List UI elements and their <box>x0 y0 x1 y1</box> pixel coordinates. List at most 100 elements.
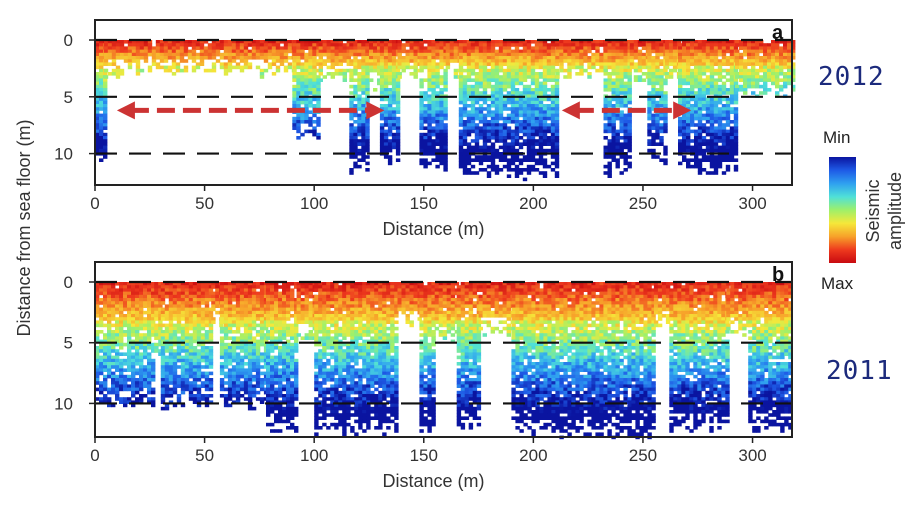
heatmap-cell <box>361 91 366 95</box>
heatmap-cell <box>127 362 132 366</box>
heatmap-cell <box>151 46 157 50</box>
heatmap-cell <box>296 123 301 127</box>
heatmap-cell <box>300 120 305 124</box>
heatmap-cell <box>369 40 374 44</box>
heatmap-cell <box>151 304 156 308</box>
heatmap-cell <box>334 59 339 63</box>
heatmap-cell <box>498 59 504 63</box>
heatmap-cell <box>219 384 225 388</box>
heatmap-cell <box>243 49 249 54</box>
heatmap-cell <box>168 349 174 353</box>
heatmap-cell <box>95 307 100 312</box>
heatmap-cell <box>131 317 136 321</box>
heatmap-cell <box>427 113 432 118</box>
heatmap-cell <box>482 68 488 73</box>
heatmap-cell <box>296 62 301 66</box>
heatmap-cell <box>538 52 544 57</box>
heatmap-cell <box>279 62 285 66</box>
heatmap-cell <box>611 62 616 66</box>
x-tick-label: 250 <box>629 194 657 213</box>
heatmap-cell <box>690 88 695 92</box>
heatmap-cell <box>717 129 723 134</box>
heatmap-cell <box>215 304 220 308</box>
heatmap-cell <box>647 91 652 95</box>
heatmap-cell <box>431 40 436 44</box>
heatmap-cell <box>672 62 678 66</box>
heatmap-cell <box>316 104 321 108</box>
heatmap-cell <box>147 46 153 50</box>
heatmap-cell <box>542 88 548 92</box>
heatmap-cell <box>123 381 128 385</box>
heatmap-cell <box>111 43 117 47</box>
heatmap-cell <box>115 384 120 388</box>
heatmap-cell <box>607 171 612 175</box>
heatmap-cell <box>713 84 719 89</box>
heatmap-cell <box>478 116 484 121</box>
heatmap-cell <box>603 164 608 169</box>
heatmap-cell <box>119 320 124 324</box>
heatmap-cell <box>195 62 201 66</box>
heatmap-cell <box>619 84 624 89</box>
heatmap-cell <box>431 145 436 150</box>
heatmap-cell <box>729 81 735 86</box>
heatmap-cell <box>387 56 393 60</box>
heatmap-cell <box>506 164 512 169</box>
heatmap-cell <box>686 110 691 114</box>
heatmap-cell <box>690 78 695 82</box>
heatmap-cell <box>175 68 181 73</box>
heatmap-cell <box>526 75 532 79</box>
heatmap-cell <box>143 374 148 379</box>
heatmap-cell <box>176 291 182 296</box>
heatmap-cell <box>694 142 699 146</box>
heatmap-cell <box>115 362 120 366</box>
heatmap-cell <box>127 56 133 60</box>
heatmap-cell <box>526 72 532 76</box>
heatmap-cell <box>188 342 194 347</box>
heatmap-cell <box>103 104 108 108</box>
heatmap-cell <box>651 116 656 121</box>
heatmap-cell <box>192 365 198 369</box>
heatmap-cell <box>353 161 358 166</box>
heatmap-cell <box>318 62 323 66</box>
heatmap-cell <box>379 88 385 92</box>
heatmap-cell <box>623 62 628 66</box>
heatmap-cell <box>192 298 198 302</box>
heatmap-cell <box>227 374 233 379</box>
heatmap-cell <box>563 49 568 54</box>
heatmap-cell <box>383 97 389 102</box>
heatmap-cell <box>694 107 699 111</box>
heatmap-cell <box>296 136 301 140</box>
heatmap-cell <box>296 104 301 108</box>
heatmap-cell <box>349 100 354 105</box>
heatmap-cell <box>629 65 635 70</box>
heatmap-cell <box>158 317 163 321</box>
heatmap-cell <box>490 158 496 162</box>
heatmap-cell <box>369 65 374 70</box>
heatmap-cell <box>259 75 265 79</box>
heatmap-cell <box>308 123 313 127</box>
heatmap-cell <box>470 148 476 153</box>
heatmap-cell <box>188 333 194 337</box>
heatmap-cell <box>164 384 170 388</box>
heatmap-cell <box>176 330 182 334</box>
heatmap-cell <box>709 107 715 111</box>
heatmap-cell <box>115 349 120 353</box>
heatmap-cell <box>767 68 772 73</box>
heatmap-cell <box>223 397 229 401</box>
heatmap-cell <box>107 301 112 305</box>
heatmap-cell <box>587 65 592 70</box>
heatmap-cell <box>725 107 731 111</box>
heatmap-cell <box>655 56 660 60</box>
heatmap-cell <box>725 56 731 60</box>
heatmap-cell <box>466 59 472 63</box>
heatmap-cell <box>458 142 464 146</box>
heatmap-cell <box>107 56 113 60</box>
heatmap-cell <box>701 56 707 60</box>
heatmap-cell <box>690 107 695 111</box>
heatmap-cell <box>550 161 556 166</box>
heatmap-cell <box>395 104 401 108</box>
heatmap-cell <box>445 56 451 60</box>
heatmap-cell <box>167 43 173 47</box>
heatmap-cell <box>522 78 528 82</box>
heatmap-cell <box>397 49 402 54</box>
